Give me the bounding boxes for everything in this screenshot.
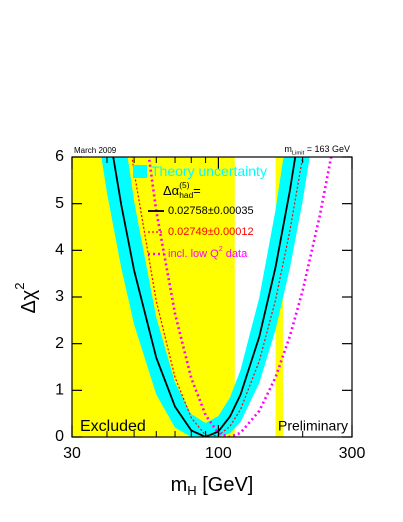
legend-label: 0.02758±0.00035 (168, 205, 254, 217)
y-axis-label-part: Δχ (18, 289, 40, 313)
theory-band (101, 157, 310, 437)
y-tick-label: 5 (55, 195, 64, 212)
limit-note: mLimit = 163 GeV (284, 144, 350, 156)
legend-label-part: Theory uncertainty (151, 163, 267, 179)
legend-header-part: had (179, 190, 193, 200)
x-tick-label: 100 (205, 445, 232, 462)
legend-label-part: 0.02749±0.00012 (168, 226, 254, 238)
y-tick-label: 6 (55, 148, 64, 165)
legend-header-part: Δα (163, 183, 180, 198)
legend-label-part: data (223, 248, 248, 260)
legend-header: Δαhad(5) = (163, 180, 201, 200)
y-tick-label: 4 (55, 242, 64, 259)
legend-label-part: incl. low Q (168, 248, 219, 260)
x-axis-label-part: m (171, 474, 188, 496)
excluded-region (72, 157, 235, 437)
legend-label-part: 0.02758±0.00035 (168, 205, 254, 217)
x-axis-label-part: H (187, 483, 196, 498)
y-tick-label: 3 (55, 288, 64, 305)
limit-note-part: m (284, 144, 292, 154)
date-note: March 2009 (74, 146, 117, 155)
legend-swatch (133, 165, 147, 178)
excluded-label: Excluded (80, 418, 146, 435)
x-axis-label: mH [GeV] (171, 474, 254, 498)
preliminary-label: Preliminary (278, 418, 348, 434)
legend-header-part: = (190, 183, 201, 198)
limit-note-part: Limit (292, 150, 305, 156)
limit-note-part: = 163 GeV (304, 144, 350, 154)
y-axis-label: Δχ2 (12, 282, 40, 313)
legend-label: Theory uncertainty (151, 163, 267, 179)
y-tick-label: 2 (55, 335, 64, 352)
legend-label-part: 2 (219, 245, 223, 253)
legend-label: incl. low Q2 data (168, 245, 248, 260)
x-tick-label: 30 (63, 445, 81, 462)
legend-header-part: (5) (179, 180, 190, 190)
x-tick-label: 300 (339, 445, 366, 462)
y-tick-label: 0 (55, 428, 64, 445)
legend-label: 0.02749±0.00012 (168, 226, 254, 238)
x-axis-label-part: [GeV] (197, 474, 254, 496)
y-axis-label-part: 2 (12, 282, 27, 289)
y-tick-label: 1 (55, 382, 64, 399)
chi2-curve (147, 157, 333, 437)
